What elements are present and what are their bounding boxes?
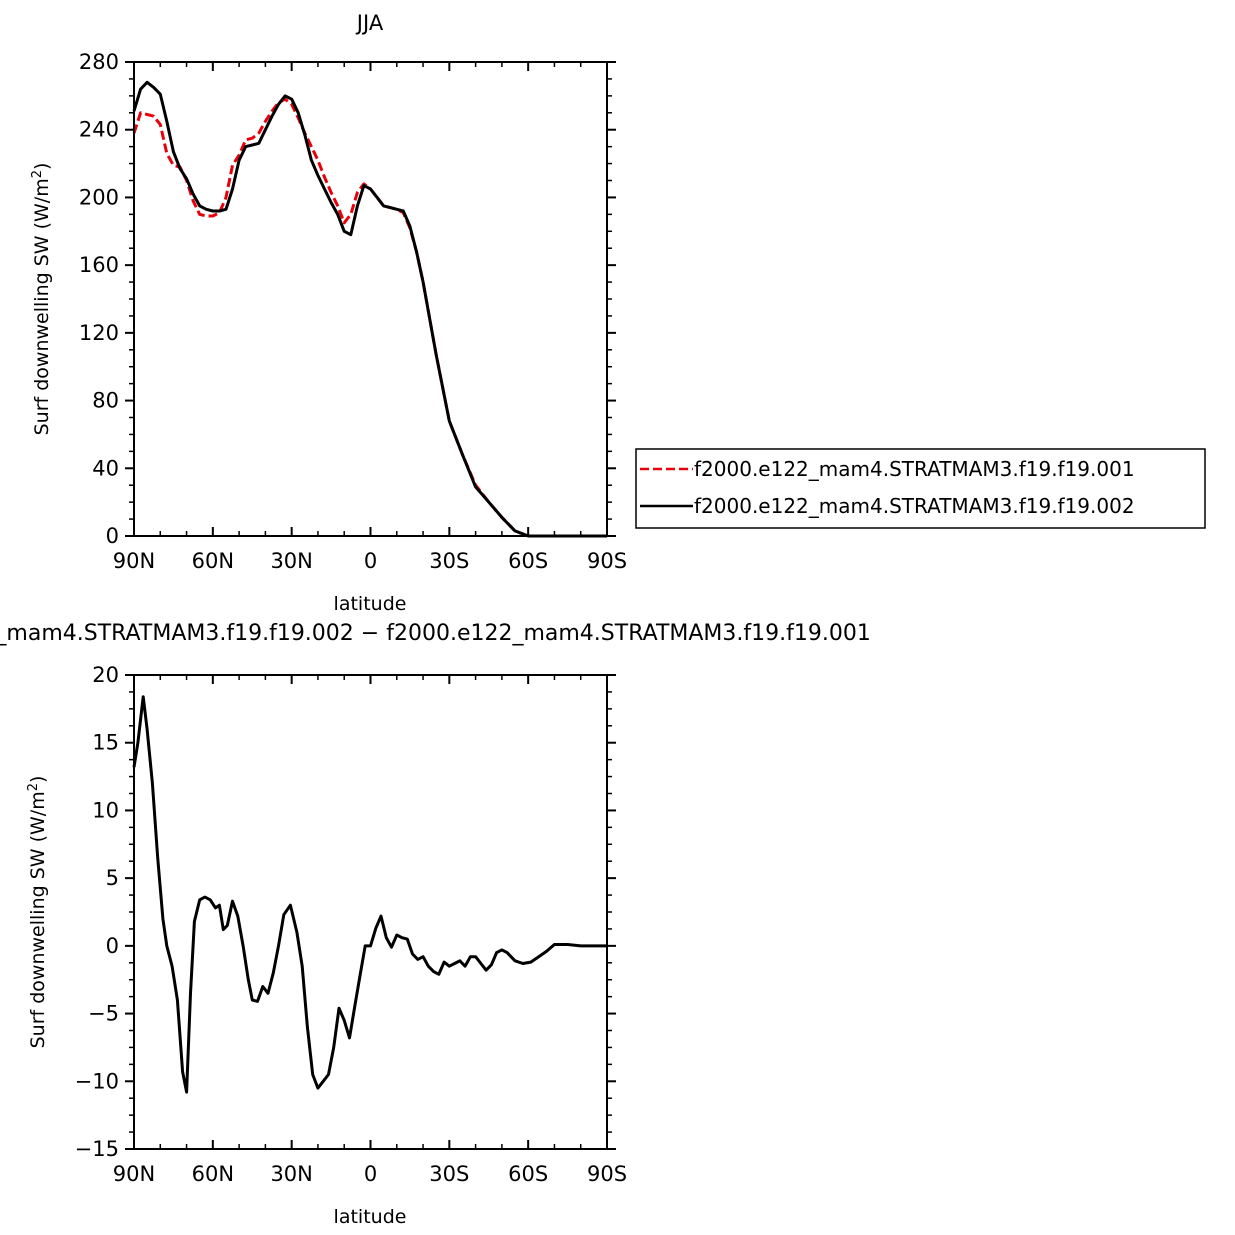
bottom-chart-series-line-1 (132, 695, 607, 1094)
bottom-chart-ticks: 90N 60N 30N 0 30S 60S 90S −15 −10 −5 0 5 10 15 20 (75, 663, 627, 1186)
top-chart-y-tick-label: 40 (92, 456, 119, 480)
top-chart-legend: f2000.e122_mam4.STRATMAM3.f19.f19.001 f2… (635, 448, 1206, 529)
legend-box (635, 448, 1206, 529)
bottom-chart-x-axis-label: latitude (334, 1206, 407, 1228)
bottom-chart-series (132, 695, 607, 1094)
bottom-chart-x-tick-label: 90S (587, 1162, 627, 1186)
bottom-chart: f2000.e122_mam4.STRATMAM3.f19.f19.002 − … (0, 621, 871, 1228)
bottom-chart-y-tick-label: −10 (75, 1069, 119, 1093)
top-chart-x-axis-label: latitude (334, 593, 407, 615)
top-chart-x-tick-label: 60S (508, 549, 548, 573)
bottom-chart-x-tick-label: 60N (192, 1162, 234, 1186)
top-chart-y-tick-label: 0 (106, 524, 119, 548)
top-chart-x-tick-label: 30N (270, 549, 312, 573)
bottom-chart-y-tick-label: 15 (92, 731, 119, 755)
bottom-chart-y-axis-label: Surf downwelling SW (W/m2) (26, 776, 49, 1049)
top-chart-y-tick-label: 280 (79, 50, 119, 74)
top-chart-y-tick-label: 160 (79, 253, 119, 277)
top-chart-y-tick-label: 200 (79, 185, 119, 209)
bottom-chart-x-tick-label: 60S (508, 1162, 548, 1186)
top-chart-y-tick-label: 80 (92, 389, 119, 413)
top-chart: JJA latitude Surf downwelling SW (W/m2) … (30, 11, 1206, 615)
legend-label-series-001: f2000.e122_mam4.STRATMAM3.f19.f19.001 (694, 457, 1135, 481)
top-chart-y-axis-label-main: Surf downwelling SW (W/m (31, 178, 53, 435)
bottom-chart-title: f2000.e122_mam4.STRATMAM3.f19.f19.002 − … (0, 621, 871, 646)
top-chart-y-tick-label: 120 (79, 321, 119, 345)
bottom-chart-y-tick-label: −15 (75, 1137, 119, 1161)
top-chart-series (132, 80, 607, 538)
top-chart-x-tick-label: 90S (587, 549, 627, 573)
top-chart-y-axis-label: Surf downwelling SW (W/m2) (30, 163, 53, 436)
legend-label-series-002: f2000.e122_mam4.STRATMAM3.f19.f19.002 (694, 494, 1135, 518)
bottom-chart-y-tick-label: 20 (92, 663, 119, 687)
bottom-chart-x-tick-label: 90N (113, 1162, 155, 1186)
bottom-chart-x-tick-label: 0 (364, 1162, 377, 1186)
top-chart-y-axis-label-sup: 2 (30, 170, 45, 178)
top-chart-x-tick-label: 0 (364, 549, 377, 573)
bottom-chart-y-tick-label: 0 (106, 934, 119, 958)
top-chart-x-tick-label: 90N (113, 549, 155, 573)
bottom-chart-y-axis-label-close: ) (27, 776, 49, 783)
bottom-chart-x-tick-label: 30N (270, 1162, 312, 1186)
bottom-chart-y-axis-label-main: Surf downwelling SW (W/m (27, 791, 49, 1048)
top-chart-y-tick-label: 240 (79, 118, 119, 142)
top-chart-plot-frame (133, 61, 608, 537)
bottom-chart-y-tick-label: −5 (88, 1002, 119, 1026)
top-chart-series-line-1 (132, 97, 607, 538)
top-chart-series-line-2 (132, 80, 607, 538)
top-chart-title: JJA (355, 11, 384, 35)
bottom-chart-y-tick-label: 5 (106, 866, 119, 890)
top-chart-y-axis-label-close: ) (31, 163, 53, 170)
top-chart-x-tick-label: 30S (429, 549, 469, 573)
bottom-chart-y-axis-label-sup: 2 (26, 783, 41, 791)
bottom-chart-y-tick-label: 10 (92, 798, 119, 822)
bottom-chart-x-tick-label: 30S (429, 1162, 469, 1186)
top-chart-x-tick-label: 60N (192, 549, 234, 573)
bottom-chart-plot-frame (133, 674, 608, 1150)
top-chart-ticks: 90N 60N 30N 0 30S 60S 90S 0 40 80 120 160 200 240 280 (79, 50, 627, 573)
